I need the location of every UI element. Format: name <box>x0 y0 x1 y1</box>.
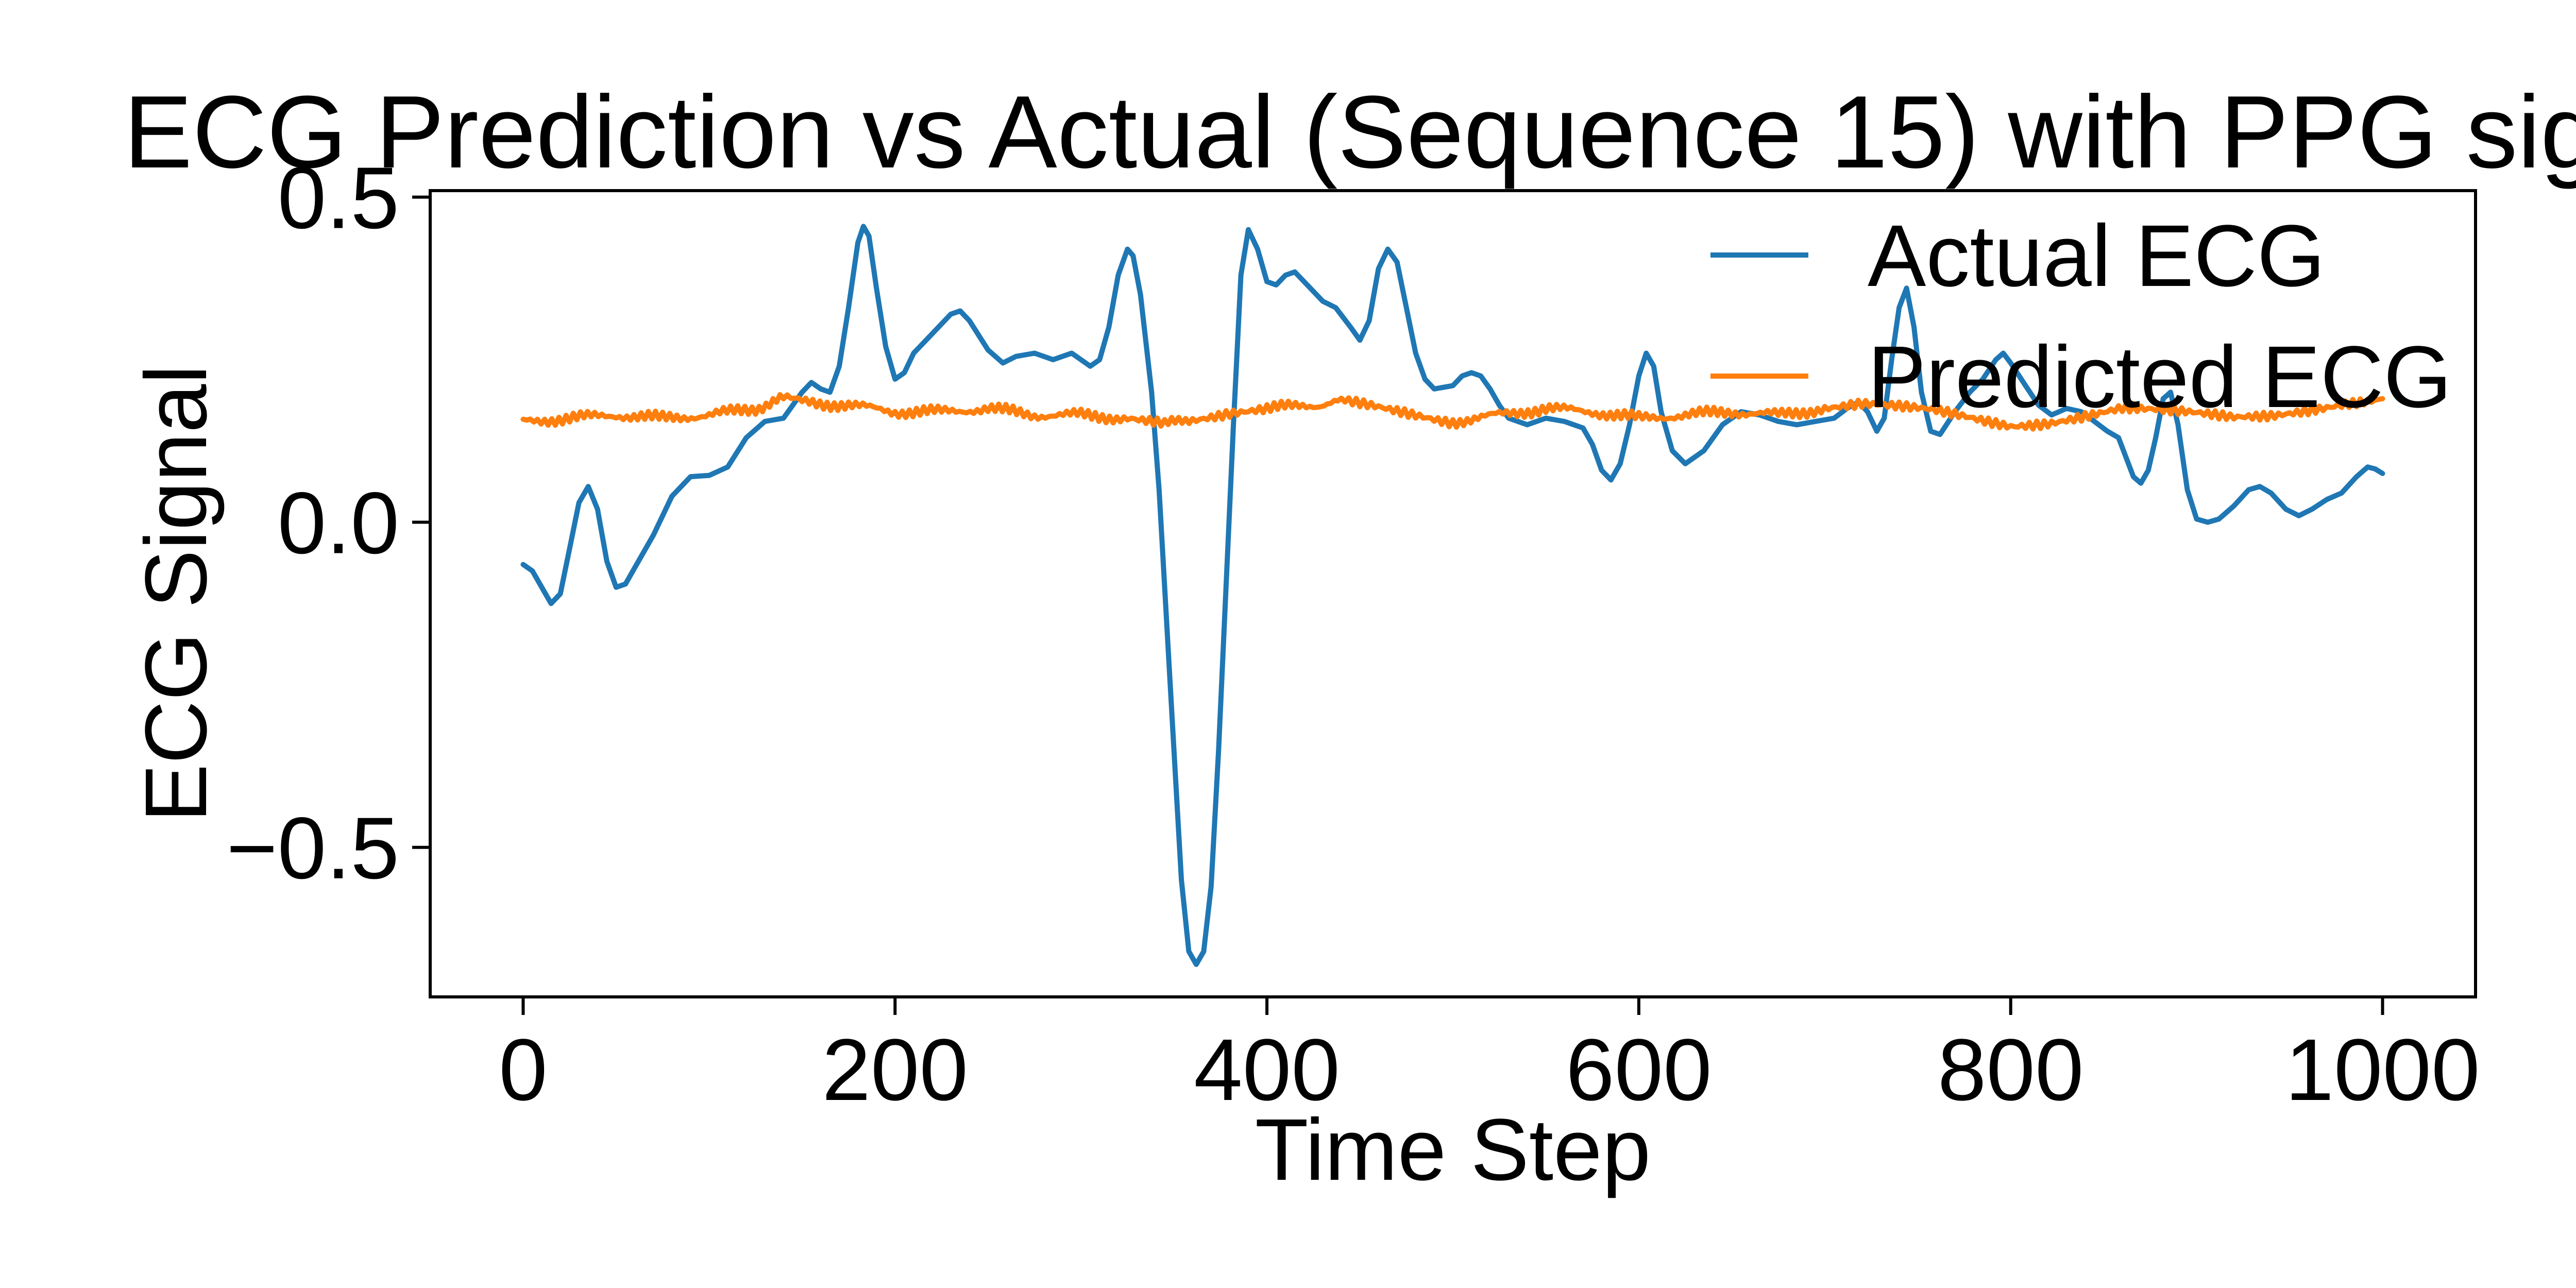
chart-title: ECG Prediction vs Actual (Sequence 15) w… <box>124 75 2576 190</box>
x-tick-label: 1000 <box>2285 1021 2480 1119</box>
series-line-predicted-ecg <box>520 392 2385 432</box>
y-tick-label: 0.5 <box>278 149 399 247</box>
legend-label-predicted-ecg: Predicted ECG <box>1868 328 2452 426</box>
x-axis: 0 200 400 600 800 1000 <box>499 997 2480 1119</box>
x-tick-label: 400 <box>1194 1021 1340 1119</box>
x-axis-label: Time Step <box>1255 1101 1651 1199</box>
y-axis: 0.5 0.0 −0.5 <box>226 149 430 897</box>
x-tick-label: 800 <box>1938 1021 2084 1119</box>
plot-area <box>520 224 2385 967</box>
plot-frame <box>429 189 2477 998</box>
x-tick-label: 0 <box>499 1021 548 1119</box>
x-tick-label: 600 <box>1566 1021 1712 1119</box>
y-tick-label: 0.0 <box>278 474 399 572</box>
legend-label-actual-ecg: Actual ECG <box>1868 207 2325 305</box>
y-axis-label: ECG Signal <box>127 365 225 822</box>
y-tick-label: −0.5 <box>226 800 399 897</box>
legend: Actual ECG Predicted ECG <box>1710 207 2452 426</box>
x-tick-label: 200 <box>822 1021 968 1119</box>
